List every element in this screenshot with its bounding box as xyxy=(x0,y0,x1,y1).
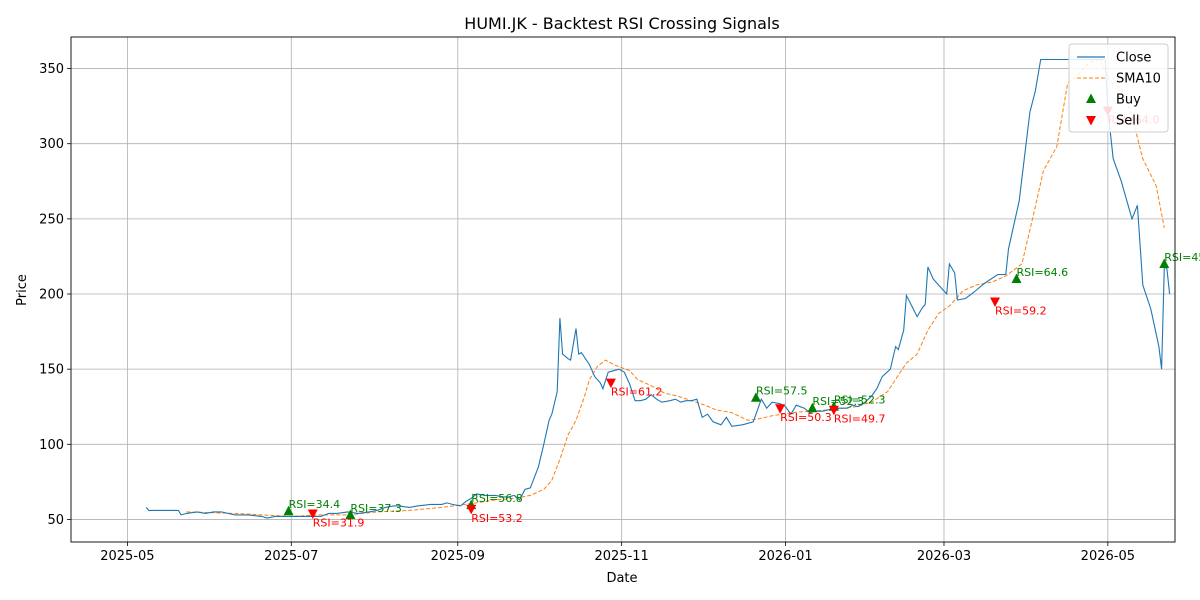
y-tick-label: 100 xyxy=(39,438,64,453)
buy-annotation: RSI=45.3 xyxy=(1164,251,1200,264)
legend-label: Buy xyxy=(1116,93,1141,108)
close-line xyxy=(145,58,1171,519)
sell-marker xyxy=(307,509,318,519)
sell-annotation: RSI=61.2 xyxy=(611,386,663,399)
legend: Close SMA10 Buy Sell xyxy=(1068,43,1169,133)
sell-marker xyxy=(828,405,839,416)
y-tick-label: 150 xyxy=(39,363,64,378)
sell-marker xyxy=(990,297,1001,308)
x-tick-label: 2026-01 xyxy=(758,549,812,564)
sell-marker xyxy=(775,404,786,414)
buy-annotation: RSI=64.6 xyxy=(1017,266,1069,279)
y-tick-label: 200 xyxy=(39,288,64,303)
x-tick-label: 2025-05 xyxy=(100,549,154,564)
y-tick-label: 50 xyxy=(47,513,64,528)
x-tick-label: 2025-11 xyxy=(594,549,648,564)
x-tick-label: 2026-03 xyxy=(917,549,971,564)
sma10-line xyxy=(186,58,1165,517)
buy-marker xyxy=(345,509,356,519)
signal-markers: RSI=34.4 RSI=37.3 RSI=56.8 RSI=57.5 RSI=52.3… xyxy=(283,106,1200,529)
legend-sell-swatch xyxy=(1086,116,1096,126)
legend-label: Close xyxy=(1116,51,1151,66)
buy-marker xyxy=(283,505,294,516)
chart-title: HUMI.JK - Backtest RSI Crossing Signals xyxy=(464,14,779,33)
grid xyxy=(71,37,1175,542)
buy-annotation: RSI=52.3 xyxy=(834,394,886,407)
sma10-series xyxy=(186,58,1165,517)
y-axis-ticks: 50 100 150 200 250 300 350 xyxy=(39,62,71,528)
y-tick-label: 350 xyxy=(39,62,64,77)
sell-annotation: RSI=50.3 xyxy=(780,411,832,424)
legend-label: SMA10 xyxy=(1116,72,1161,87)
x-axis-ticks: 2025-05 2025-07 2025-09 2025-11 2026-01 2026-… xyxy=(100,542,1135,564)
sell-annotation: RSI=59.2 xyxy=(995,305,1047,318)
x-tick-label: 2025-09 xyxy=(431,549,485,564)
plot-frame xyxy=(70,36,1176,543)
buy-annotation: RSI=37.3 xyxy=(350,502,402,515)
sell-annotation: RSI=31.9 xyxy=(313,516,365,529)
y-tick-label: 250 xyxy=(39,212,64,227)
close-series xyxy=(145,58,1171,519)
y-axis-label: Price xyxy=(15,274,30,306)
buy-annotation: RSI=34.4 xyxy=(289,498,341,511)
x-tick-label: 2026-05 xyxy=(1081,549,1135,564)
sell-marker xyxy=(605,378,616,389)
buy-annotation: RSI=52.3 xyxy=(812,395,864,408)
legend-label: Sell xyxy=(1116,114,1139,129)
sell-marker xyxy=(466,504,477,515)
buy-marker xyxy=(1159,258,1170,268)
legend-buy-swatch xyxy=(1086,93,1096,103)
buy-marker xyxy=(1011,273,1022,283)
sell-annotation: RSI=49.7 xyxy=(834,413,886,426)
buy-marker xyxy=(807,402,818,413)
legend-box xyxy=(1068,43,1169,133)
x-axis-label: Date xyxy=(606,571,637,586)
sell-annotation: RSI=53.2 xyxy=(471,512,523,525)
buy-annotation: RSI=57.5 xyxy=(756,385,808,398)
x-tick-label: 2025-07 xyxy=(264,549,318,564)
buy-annotation: RSI=56.8 xyxy=(471,492,523,505)
y-tick-label: 300 xyxy=(39,137,64,152)
buy-marker xyxy=(750,392,761,402)
